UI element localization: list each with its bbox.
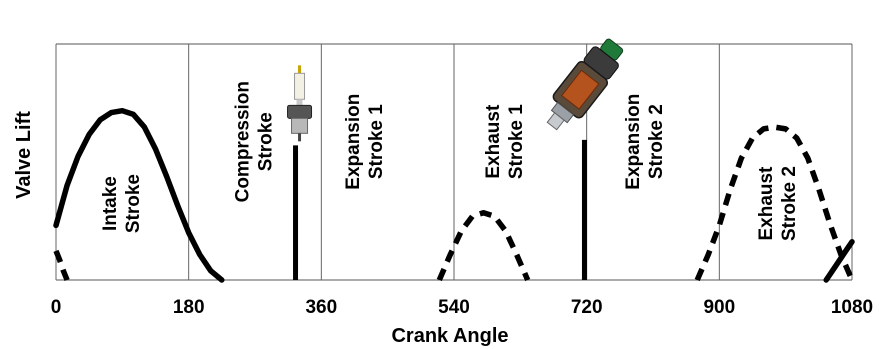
stroke-label-4-line-0: Expansion xyxy=(623,94,644,190)
fuel-injector-icon xyxy=(546,38,624,131)
x-tick-label-540: 540 xyxy=(438,297,470,318)
stroke-label-3-line-0: Exhaust xyxy=(483,104,504,179)
x-tick-label-900: 900 xyxy=(703,297,735,318)
stroke-label-1-line-1: Stroke xyxy=(256,112,277,171)
series-solid-4 xyxy=(823,239,855,283)
x-tick-label-0: 0 xyxy=(51,297,62,318)
series-layer xyxy=(53,107,855,283)
y-axis-title: Valve Lift xyxy=(13,111,35,199)
series-solid-0 xyxy=(53,107,225,283)
x-tick-label-1080: 1080 xyxy=(831,297,873,318)
series-dashed-3 xyxy=(694,124,855,282)
stroke-label-1-line-0: Compression xyxy=(233,81,254,202)
stroke-label-3-line-1: Stroke 1 xyxy=(506,104,527,179)
stroke-label-0-line-1: Stroke xyxy=(123,174,144,233)
stroke-label-4-line-1: Stroke 2 xyxy=(646,104,667,179)
stroke-label-0-line-0: Intake xyxy=(100,176,121,231)
x-tick-label-180: 180 xyxy=(173,297,205,318)
x-tick-label-360: 360 xyxy=(305,297,337,318)
stroke-label-5-line-1: Stroke 2 xyxy=(779,166,800,241)
x-axis-title: Crank Angle xyxy=(391,325,508,347)
x-tick-label-720: 720 xyxy=(571,297,603,318)
stroke-label-2-line-0: Expansion xyxy=(343,94,364,190)
grid-layer xyxy=(55,43,853,281)
stroke-label-2-line-1: Stroke 1 xyxy=(366,104,387,179)
series-dashed-1 xyxy=(53,249,70,282)
series-dashed-2 xyxy=(436,209,531,282)
stroke-label-5-line-0: Exhaust xyxy=(756,166,777,241)
event-layer xyxy=(287,38,624,280)
tick-layer: 0 180 360 540 720 900 1080 xyxy=(51,297,873,318)
spark-plug-icon xyxy=(287,65,313,142)
